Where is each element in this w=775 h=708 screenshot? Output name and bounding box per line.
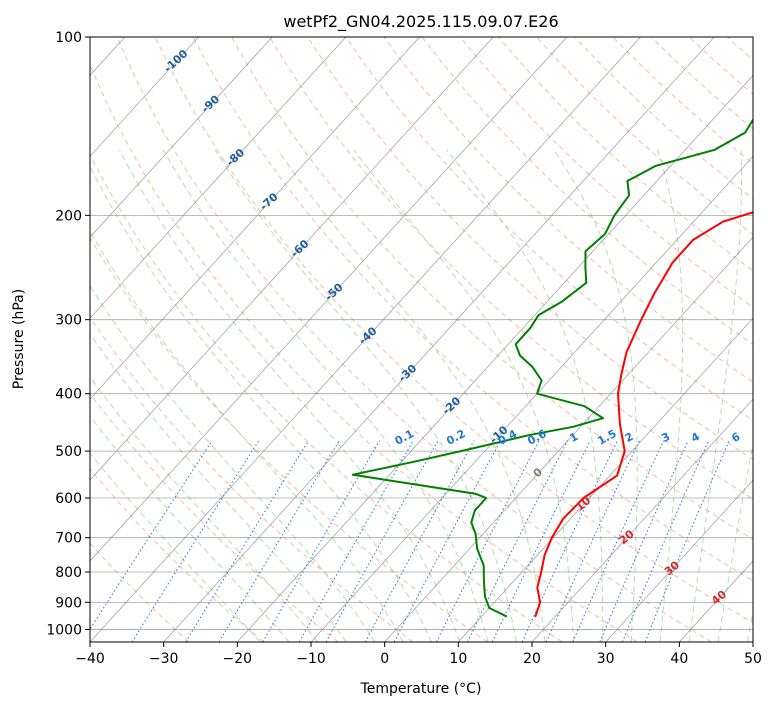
x-tick-label: 40 <box>670 651 688 667</box>
y-tick-label: 1000 <box>46 622 82 638</box>
plot-area: -100-90-80-70-60-50-40-30-20-100.1 0.2 0.4… <box>90 37 753 642</box>
isotherm-line <box>90 37 641 642</box>
x-tick-label: 30 <box>597 651 615 667</box>
mixing-ratio-line <box>545 440 640 642</box>
moist-adiabat-line <box>90 415 290 642</box>
y-tick-label: 500 <box>55 444 82 460</box>
mixing-ratio-lines <box>90 440 730 642</box>
mixing-ratio-line <box>298 440 414 642</box>
chart-title: wetPf2_GN04.2025.115.09.07.E26 <box>283 12 558 32</box>
moist-adiabat-line <box>717 441 753 642</box>
moist-adiabat-line <box>277 149 546 642</box>
mixing-ratio-line <box>325 440 439 642</box>
dry-adiabats <box>90 37 753 642</box>
y-tick-label: 400 <box>55 387 82 403</box>
x-axis-label: Temperature (°C) <box>360 681 482 697</box>
isotherm-line <box>90 37 199 157</box>
dry-adiabat-line <box>345 37 753 421</box>
isotherm-line <box>163 37 715 642</box>
isotherm-line <box>90 37 347 319</box>
x-tick-label: −20 <box>223 651 253 667</box>
dry-adiabat-line <box>269 37 753 500</box>
isotherm-line <box>90 37 420 400</box>
mixing-ratio-line <box>131 440 260 642</box>
isotherm-line <box>310 155 753 642</box>
x-axis-ticks: −40 −30 −20 −10 0 10 20 30 40 50 <box>75 642 762 667</box>
y-tick-label: 200 <box>55 208 82 224</box>
y-axis-ticks: 100 200 300 400 500 600 700 800 900 1000 <box>46 30 90 638</box>
mixing-ratio-line <box>599 440 689 642</box>
x-tick-label: 50 <box>744 651 762 667</box>
isotherm-line <box>605 479 753 642</box>
moist-adiabat-line <box>656 149 684 642</box>
mixing-ratio-line <box>572 440 665 642</box>
y-axis-label: Pressure (hPa) <box>11 289 27 389</box>
x-tick-label: −30 <box>149 651 179 667</box>
x-tick-label: −40 <box>75 651 105 667</box>
y-tick-label: 700 <box>55 531 82 547</box>
mixing-ratio-line <box>262 440 381 642</box>
profile-series <box>351 118 753 618</box>
mixing-ratio-line <box>467 440 569 642</box>
mixing-ratio-line <box>185 440 310 642</box>
pressure-gridlines <box>90 37 753 630</box>
dry-adiabat-line <box>90 153 563 642</box>
mixing-ratio-line <box>364 440 475 642</box>
isotherm-line <box>531 398 753 642</box>
dry-adiabat-line <box>459 37 753 308</box>
dry-adiabat-line <box>421 37 753 346</box>
dewpoint-profile-line <box>351 118 753 618</box>
mixing-ratio-line <box>491 440 591 642</box>
isotherm-line <box>237 74 753 642</box>
x-tick-label: 20 <box>523 651 541 667</box>
dry-adiabat-line <box>90 468 264 642</box>
moist-adiabat-line <box>90 375 319 642</box>
plot-frame <box>89 36 754 643</box>
y-tick-label: 600 <box>55 491 82 507</box>
mixing-ratio-line <box>621 440 710 642</box>
x-tick-label: −10 <box>296 651 326 667</box>
isotherm-line <box>90 37 568 562</box>
dry-adiabat-line <box>192 37 753 582</box>
dry-adiabat-line <box>307 37 753 460</box>
y-tick-label: 100 <box>55 30 82 46</box>
mixing-ratio-line <box>218 440 340 642</box>
moist-adiabat-line <box>688 149 743 642</box>
isotherm-line <box>90 37 494 481</box>
isotherm-line <box>90 37 273 238</box>
moist-adiabat-line <box>90 284 376 642</box>
y-tick-label: 900 <box>55 595 82 611</box>
dry-adiabat-line <box>231 37 753 541</box>
x-tick-label: 0 <box>380 651 389 667</box>
mixing-ratio-line <box>90 440 213 631</box>
y-tick-label: 800 <box>55 565 82 581</box>
temperature-profile-line <box>534 211 753 618</box>
isotherms <box>90 37 753 642</box>
dry-adiabat-line <box>154 37 753 624</box>
moist-adiabat-line <box>353 149 575 642</box>
x-tick-label: 10 <box>449 651 467 667</box>
y-tick-label: 300 <box>55 313 82 329</box>
moist-adiabat-line <box>90 452 261 642</box>
moist-adiabat-line <box>553 149 638 642</box>
moist-adiabat-line <box>446 149 603 642</box>
moist-adiabat-line <box>90 332 347 642</box>
